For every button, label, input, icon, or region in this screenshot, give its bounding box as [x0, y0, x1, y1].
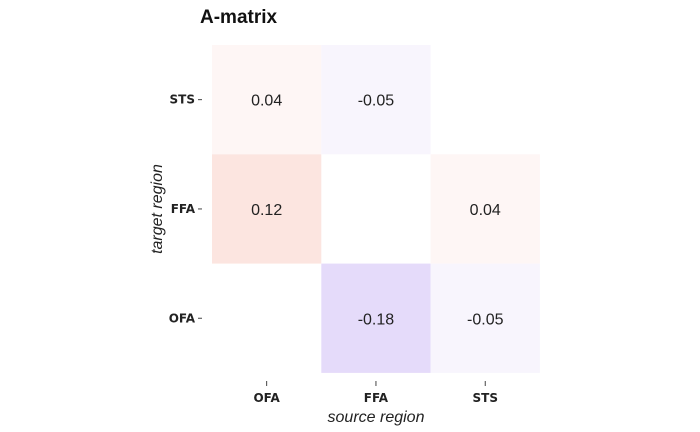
- y-axis-ticks: STS FFA OFA: [169, 93, 202, 325]
- y-tick-label: STS: [170, 93, 195, 107]
- x-tick-label: OFA: [253, 391, 280, 405]
- cell-value-label: -0.05: [358, 93, 395, 110]
- heatmap-cells: [212, 45, 540, 373]
- heatmap-cell-sts-from-ofa: [212, 45, 322, 155]
- x-axis-label: source region: [328, 409, 425, 426]
- x-axis-ticks: OFA FFA STS: [253, 381, 498, 405]
- heatmap-cell-ofa-from-sts: [430, 263, 540, 373]
- x-tick-label: FFA: [364, 391, 389, 405]
- heatmap-cell-labels: 0.04 -0.05 0.12 0.04 -0.18 -0.05: [251, 93, 504, 329]
- cell-value-label: 0.04: [470, 202, 501, 219]
- y-tick-label: FFA: [171, 202, 196, 216]
- heatmap-cell-ffa-from-ofa: [212, 154, 322, 264]
- cell-value-label: -0.18: [358, 311, 395, 328]
- cell-value-label: 0.04: [251, 93, 282, 110]
- chart-title: A-matrix: [200, 7, 278, 28]
- heatmap-cell-sts-from-ffa: [321, 45, 431, 155]
- heatmap-cell-ffa-from-sts: [430, 154, 540, 264]
- cell-value-label: -0.05: [467, 311, 504, 328]
- y-tick-label: OFA: [169, 311, 196, 325]
- heatmap-cell-ofa-from-ffa: [321, 263, 431, 373]
- y-axis-label: target region: [149, 164, 166, 254]
- x-tick-label: STS: [473, 391, 498, 405]
- cell-value-label: 0.12: [251, 202, 282, 219]
